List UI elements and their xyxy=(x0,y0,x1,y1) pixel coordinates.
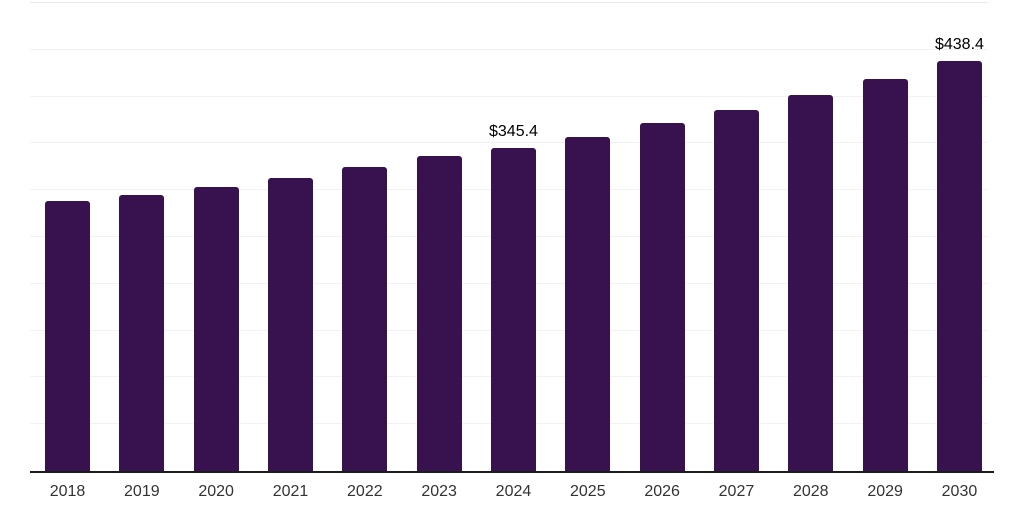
bar-slot-2024: $345.4 xyxy=(489,3,538,471)
bar-2019 xyxy=(119,194,165,471)
bar-2020 xyxy=(193,186,239,471)
bar-slot-2019 xyxy=(119,3,165,471)
bar-2018 xyxy=(45,200,90,471)
x-axis-line xyxy=(30,471,994,473)
bar-2027 xyxy=(713,110,759,471)
bar-2024 xyxy=(490,147,536,471)
bar-slot-2029 xyxy=(862,3,908,471)
bar-2025 xyxy=(565,136,611,471)
bar-slot-2018 xyxy=(45,3,90,471)
bar-slot-2026 xyxy=(639,3,685,471)
x-tick-2026: 2026 xyxy=(644,483,680,500)
x-tick-2023: 2023 xyxy=(421,483,457,500)
x-tick-2025: 2025 xyxy=(570,483,606,500)
gridline-450 xyxy=(30,48,988,50)
gridline-500 xyxy=(30,2,988,3)
plot-area: $345.4 $438.4 xyxy=(30,2,994,473)
gridline-400 xyxy=(30,95,988,97)
bar-slot-2030: $438.4 xyxy=(934,3,984,471)
gridline-350 xyxy=(30,142,988,144)
bar-2030 xyxy=(936,60,982,471)
x-tick-2021: 2021 xyxy=(272,483,309,500)
bar-2021 xyxy=(267,177,313,471)
x-tick-2019: 2019 xyxy=(124,483,160,500)
bar-slot-2028 xyxy=(788,3,834,471)
bar-slot-2027 xyxy=(713,3,759,471)
x-tick-2022: 2022 xyxy=(347,483,383,500)
x-tick-2028: 2028 xyxy=(792,483,829,500)
x-tick-2029: 2029 xyxy=(867,483,903,500)
x-tick-2020: 2020 xyxy=(198,483,234,500)
bar-slot-2021 xyxy=(267,3,313,471)
bars: $345.4 $438.4 xyxy=(30,3,994,471)
bar-slot-2025 xyxy=(565,3,611,471)
bar-slot-2023 xyxy=(416,3,462,471)
bar-2022 xyxy=(342,166,388,471)
bar-2023 xyxy=(416,156,462,471)
bar-slot-2022 xyxy=(342,3,388,471)
x-axis-labels: 2018 2019 2020 2021 2022 2023 2024 2025 2026 2027… xyxy=(30,483,994,501)
x-tick-2027: 2027 xyxy=(718,483,755,500)
x-tick-2018: 2018 xyxy=(49,483,86,500)
bar-slot-2020 xyxy=(193,3,239,471)
bar-2026 xyxy=(639,122,685,471)
data-label-2024: $345.4 xyxy=(489,122,538,140)
x-tick-2030: 2030 xyxy=(941,483,978,500)
bar-2028 xyxy=(788,95,834,471)
data-label-2030: $438.4 xyxy=(934,35,984,53)
x-tick-2024: 2024 xyxy=(495,483,532,500)
bar-2029 xyxy=(862,78,908,471)
